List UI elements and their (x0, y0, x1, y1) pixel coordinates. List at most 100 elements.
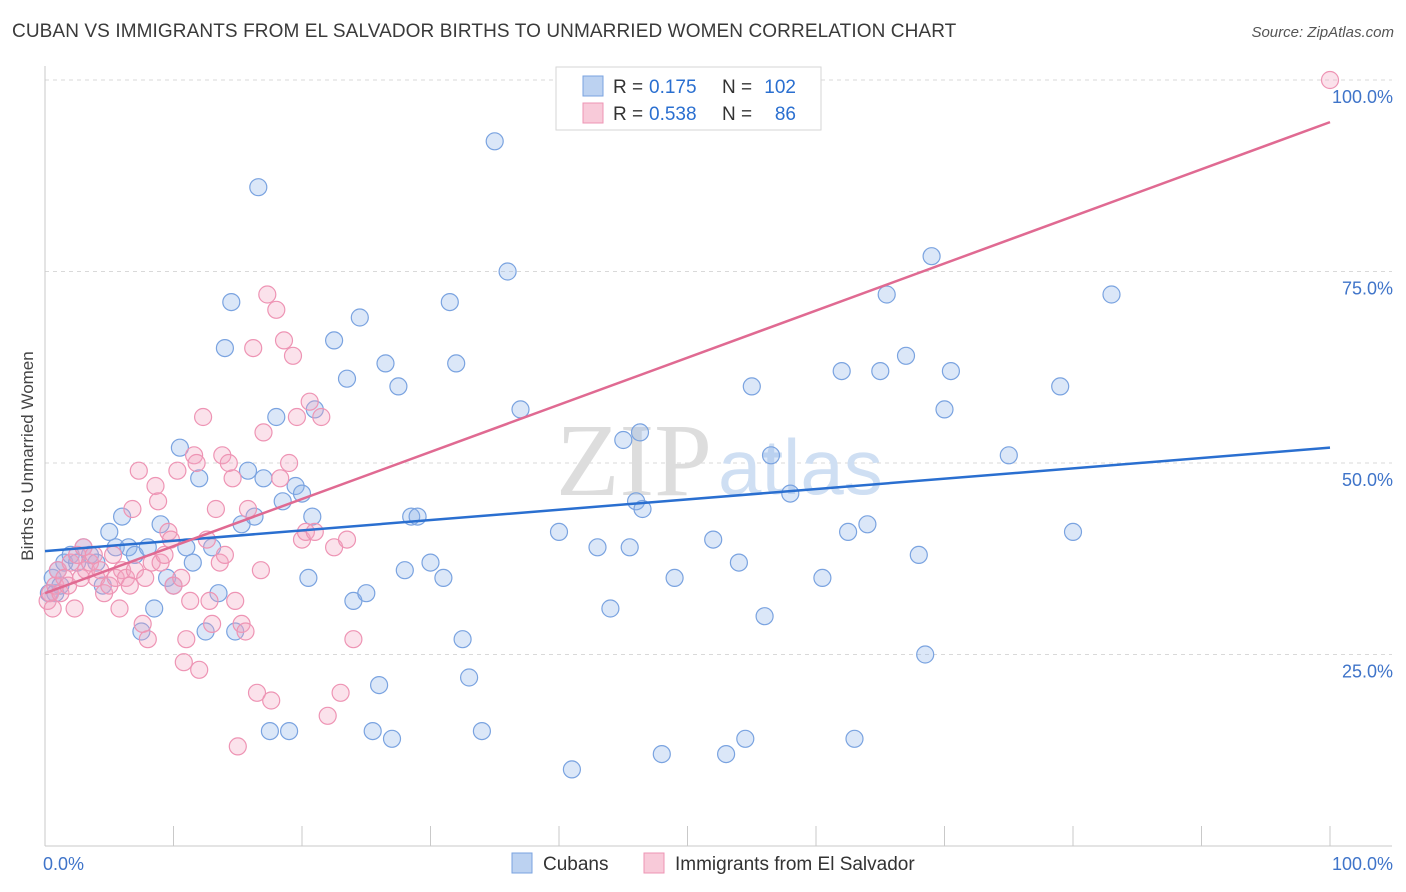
point-cubans (845, 729, 864, 748)
point-cubans (838, 522, 858, 542)
point-salvador (215, 545, 234, 565)
point-salvador (103, 545, 123, 565)
point-cubans (755, 607, 774, 626)
point-cubans (1051, 377, 1070, 396)
point-cubans (280, 721, 299, 741)
point-salvador (287, 407, 306, 427)
point-salvador (125, 561, 144, 580)
point-salvador (312, 407, 331, 427)
point-salvador (187, 453, 206, 473)
point-cubans (238, 461, 258, 480)
point-cubans (1063, 522, 1083, 542)
point-cubans (215, 339, 234, 358)
point-cubans (363, 721, 382, 741)
point-cubans (183, 553, 202, 572)
point-salvador (300, 392, 319, 411)
stats-legend-n-label-cubans: N = (722, 77, 752, 98)
point-cubans (704, 530, 723, 549)
point-salvador (136, 568, 155, 588)
point-salvador (337, 530, 357, 549)
point-salvador (129, 461, 148, 480)
point-cubans (145, 599, 164, 618)
legend-swatch-salvador (643, 852, 665, 874)
point-cubans (434, 568, 453, 588)
point-salvador (190, 660, 209, 679)
point-salvador (65, 599, 84, 618)
point-salvador (120, 576, 139, 595)
point-cubans (447, 354, 466, 373)
point-cubans (485, 132, 504, 151)
stats-legend-n-value-salvador: 86 (775, 104, 796, 125)
point-salvador (177, 630, 196, 649)
point-cubans (781, 484, 800, 503)
point-cubans (909, 545, 928, 565)
stats-legend-swatch-salvador (582, 102, 604, 124)
point-cubans (511, 400, 530, 419)
point-salvador (43, 599, 62, 618)
stats-legend-n-value-cubans: 102 (764, 77, 796, 98)
point-cubans (896, 346, 916, 365)
point-cubans (832, 362, 851, 381)
point-salvador (267, 300, 286, 319)
point-cubans (440, 293, 459, 312)
y-tick-label: 75.0% (1342, 279, 1393, 299)
point-cubans (630, 423, 650, 442)
point-cubans (190, 469, 209, 488)
point-cubans (222, 293, 241, 312)
point-salvador (164, 576, 183, 595)
y-tick-labels: 25.0% 50.0% 75.0% 100.0% (1332, 87, 1393, 682)
point-cubans (337, 369, 357, 388)
point-cubans (601, 599, 620, 618)
point-salvador (181, 591, 200, 611)
point-salvador (247, 683, 267, 702)
point-cubans (151, 515, 170, 534)
point-salvador (226, 591, 245, 611)
point-cubans (196, 622, 215, 641)
point-cubans (226, 622, 245, 641)
point-cubans (382, 729, 402, 748)
point-salvador (228, 737, 247, 756)
point-cubans (716, 744, 736, 764)
point-cubans (249, 178, 268, 197)
point-cubans (633, 499, 652, 519)
legend-label-cubans: Cubans (543, 854, 609, 875)
point-cubans (100, 522, 119, 542)
bottom-legend: Cubans Immigrants from El Salvador (511, 852, 915, 875)
point-salvador (194, 407, 213, 427)
point-cubans (742, 377, 761, 396)
chart-title: CUBAN VS IMMIGRANTS FROM EL SALVADOR BIR… (12, 21, 957, 42)
legend-swatch-cubans (511, 852, 533, 874)
stats-legend-r-label-cubans: R = (613, 77, 643, 98)
watermark-atlas: atlas (718, 423, 883, 511)
x-tick-label: 0.0% (43, 854, 84, 874)
point-salvador (283, 346, 303, 365)
point-salvador (238, 499, 258, 519)
point-cubans (813, 568, 832, 588)
point-cubans (1102, 285, 1121, 304)
point-cubans (472, 721, 491, 741)
point-cubans (299, 568, 318, 588)
data-points (38, 70, 1340, 779)
y-tick-label: 50.0% (1342, 470, 1393, 490)
point-cubans (729, 553, 749, 572)
stats-legend-r-value-cubans: 0.175 (649, 77, 697, 98)
point-salvador (168, 461, 187, 480)
point-cubans (877, 285, 896, 304)
trend-line-salvador (44, 120, 1331, 595)
grid-lines (45, 79, 1392, 655)
trend-line-cubans (44, 446, 1331, 553)
point-cubans (395, 561, 414, 580)
point-cubans (267, 407, 286, 427)
point-salvador (123, 499, 142, 519)
point-salvador (274, 331, 294, 350)
point-cubans (922, 247, 941, 266)
point-cubans (665, 568, 684, 588)
point-salvador (280, 453, 299, 473)
stats-legend-r-label-salvador: R = (613, 104, 643, 125)
point-salvador (344, 630, 363, 649)
axes (44, 66, 1392, 847)
y-tick-label: 100.0% (1332, 87, 1393, 107)
point-salvador (110, 599, 129, 618)
point-cubans (935, 400, 954, 419)
